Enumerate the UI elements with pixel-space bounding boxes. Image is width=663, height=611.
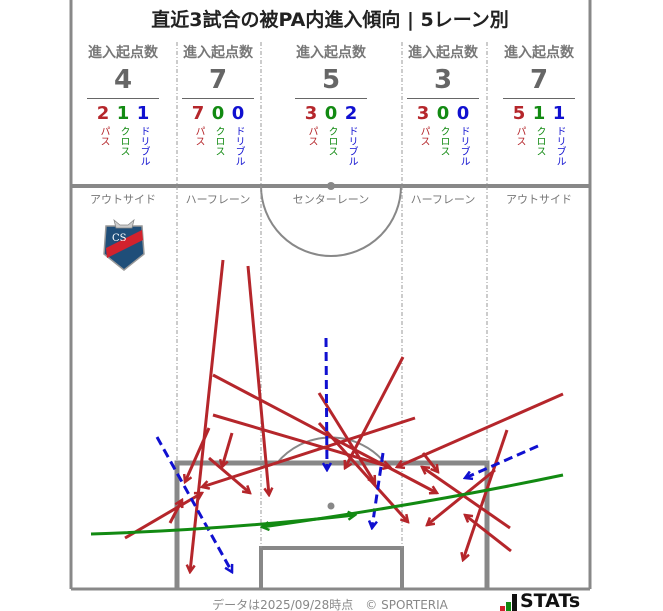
entry-count-total: 7 xyxy=(208,65,228,95)
stats-bars-icon xyxy=(500,594,517,611)
divider xyxy=(503,98,575,99)
dribble-arrow xyxy=(155,436,232,572)
cross-count: 0 クロス xyxy=(211,103,225,157)
pass-count: 3 パス xyxy=(416,103,430,147)
lane-name: アウトサイド xyxy=(90,193,156,206)
pass-arrow xyxy=(185,427,211,482)
dribble-count: 0 ドリブル xyxy=(231,103,245,167)
divider xyxy=(182,98,254,99)
pass-arrow xyxy=(124,491,202,540)
cross-count: 0 クロス xyxy=(436,103,450,157)
pass-arrow xyxy=(422,467,511,530)
pass-arrow xyxy=(397,392,564,467)
center-spot xyxy=(327,182,335,190)
pass-count: 5 パス xyxy=(512,103,526,147)
entry-count-label: 進入起点数 xyxy=(504,45,574,61)
entry-count-total: 7 xyxy=(529,65,549,95)
pass-arrow xyxy=(317,392,375,483)
brand-name: STATs xyxy=(520,590,581,611)
dribble-count: 1 ドリブル xyxy=(136,103,150,167)
dribble-arrow xyxy=(372,452,385,528)
dribble-count: 0 ドリブル xyxy=(456,103,470,167)
cross-count: 0 クロス xyxy=(324,103,338,157)
pass-arrow xyxy=(465,515,512,553)
entry-arrows xyxy=(90,259,564,572)
pass-count: 2 パス xyxy=(96,103,110,147)
chart-title: 直近3試合の被PA内進入傾向 | 5レーン別 xyxy=(151,9,509,31)
pass-arrow xyxy=(208,456,250,493)
divider xyxy=(87,98,159,99)
pass-arrow xyxy=(222,432,234,467)
footer-note: データは2025/09/28時点 © SPORTERIA xyxy=(212,598,448,611)
entry-count-total: 5 xyxy=(321,65,341,95)
lane-stats-3: 進入起点数 3 3 パス 0 クロス 0 ドリブル xyxy=(393,42,493,166)
cross-count: 1 クロス xyxy=(532,103,546,157)
divider xyxy=(407,98,479,99)
center-circle xyxy=(260,185,402,257)
pass-arrow xyxy=(421,452,438,472)
divider xyxy=(295,98,367,99)
pass-arrow xyxy=(246,265,269,495)
pass-arrow xyxy=(463,429,509,560)
lane-stats-0: 進入起点数 4 2 パス 1 クロス 1 ドリブル xyxy=(73,42,173,166)
pass-arrow xyxy=(202,416,416,487)
pass-arrow xyxy=(212,373,437,493)
pass-arrow xyxy=(427,468,496,525)
entry-count-label: 進入起点数 xyxy=(408,45,478,61)
pitch-markings xyxy=(69,0,592,591)
cross-arrow xyxy=(262,473,564,527)
entry-count-label: 進入起点数 xyxy=(183,45,253,61)
lane-stats-2: 進入起点数 5 3 パス 0 クロス 2 ドリブル xyxy=(281,42,381,166)
dribble-count: 1 ドリブル xyxy=(552,103,566,167)
pass-count: 7 パス xyxy=(191,103,205,147)
lane-name: センターレーン xyxy=(292,193,370,206)
lane-name: ハーフレーン xyxy=(410,193,476,206)
entry-count-label: 進入起点数 xyxy=(88,45,158,61)
entry-count-total: 3 xyxy=(433,65,453,95)
penalty-spot xyxy=(327,502,335,510)
team-logo: CS xyxy=(103,218,145,271)
lane-name: アウトサイド xyxy=(506,193,572,206)
goal-area xyxy=(259,546,404,589)
lane-stats-1: 進入起点数 7 7 パス 0 クロス 0 ドリブル xyxy=(168,42,268,166)
lane-stats-4: 進入起点数 7 5 パス 1 クロス 1 ドリブル xyxy=(489,42,589,166)
stats-brand-logo: STATs xyxy=(500,590,580,611)
cross-count: 1 クロス xyxy=(116,103,130,157)
pass-arrow xyxy=(168,500,182,524)
lane-name: ハーフレーン xyxy=(185,193,251,206)
entry-count-label: 進入起点数 xyxy=(296,45,366,61)
pass-arrow xyxy=(190,259,225,572)
entry-count-total: 4 xyxy=(113,65,133,95)
dribble-count: 2 ドリブル xyxy=(344,103,358,167)
pass-count: 3 パス xyxy=(304,103,318,147)
svg-text:CS: CS xyxy=(112,233,127,244)
dribble-arrow xyxy=(326,337,327,470)
